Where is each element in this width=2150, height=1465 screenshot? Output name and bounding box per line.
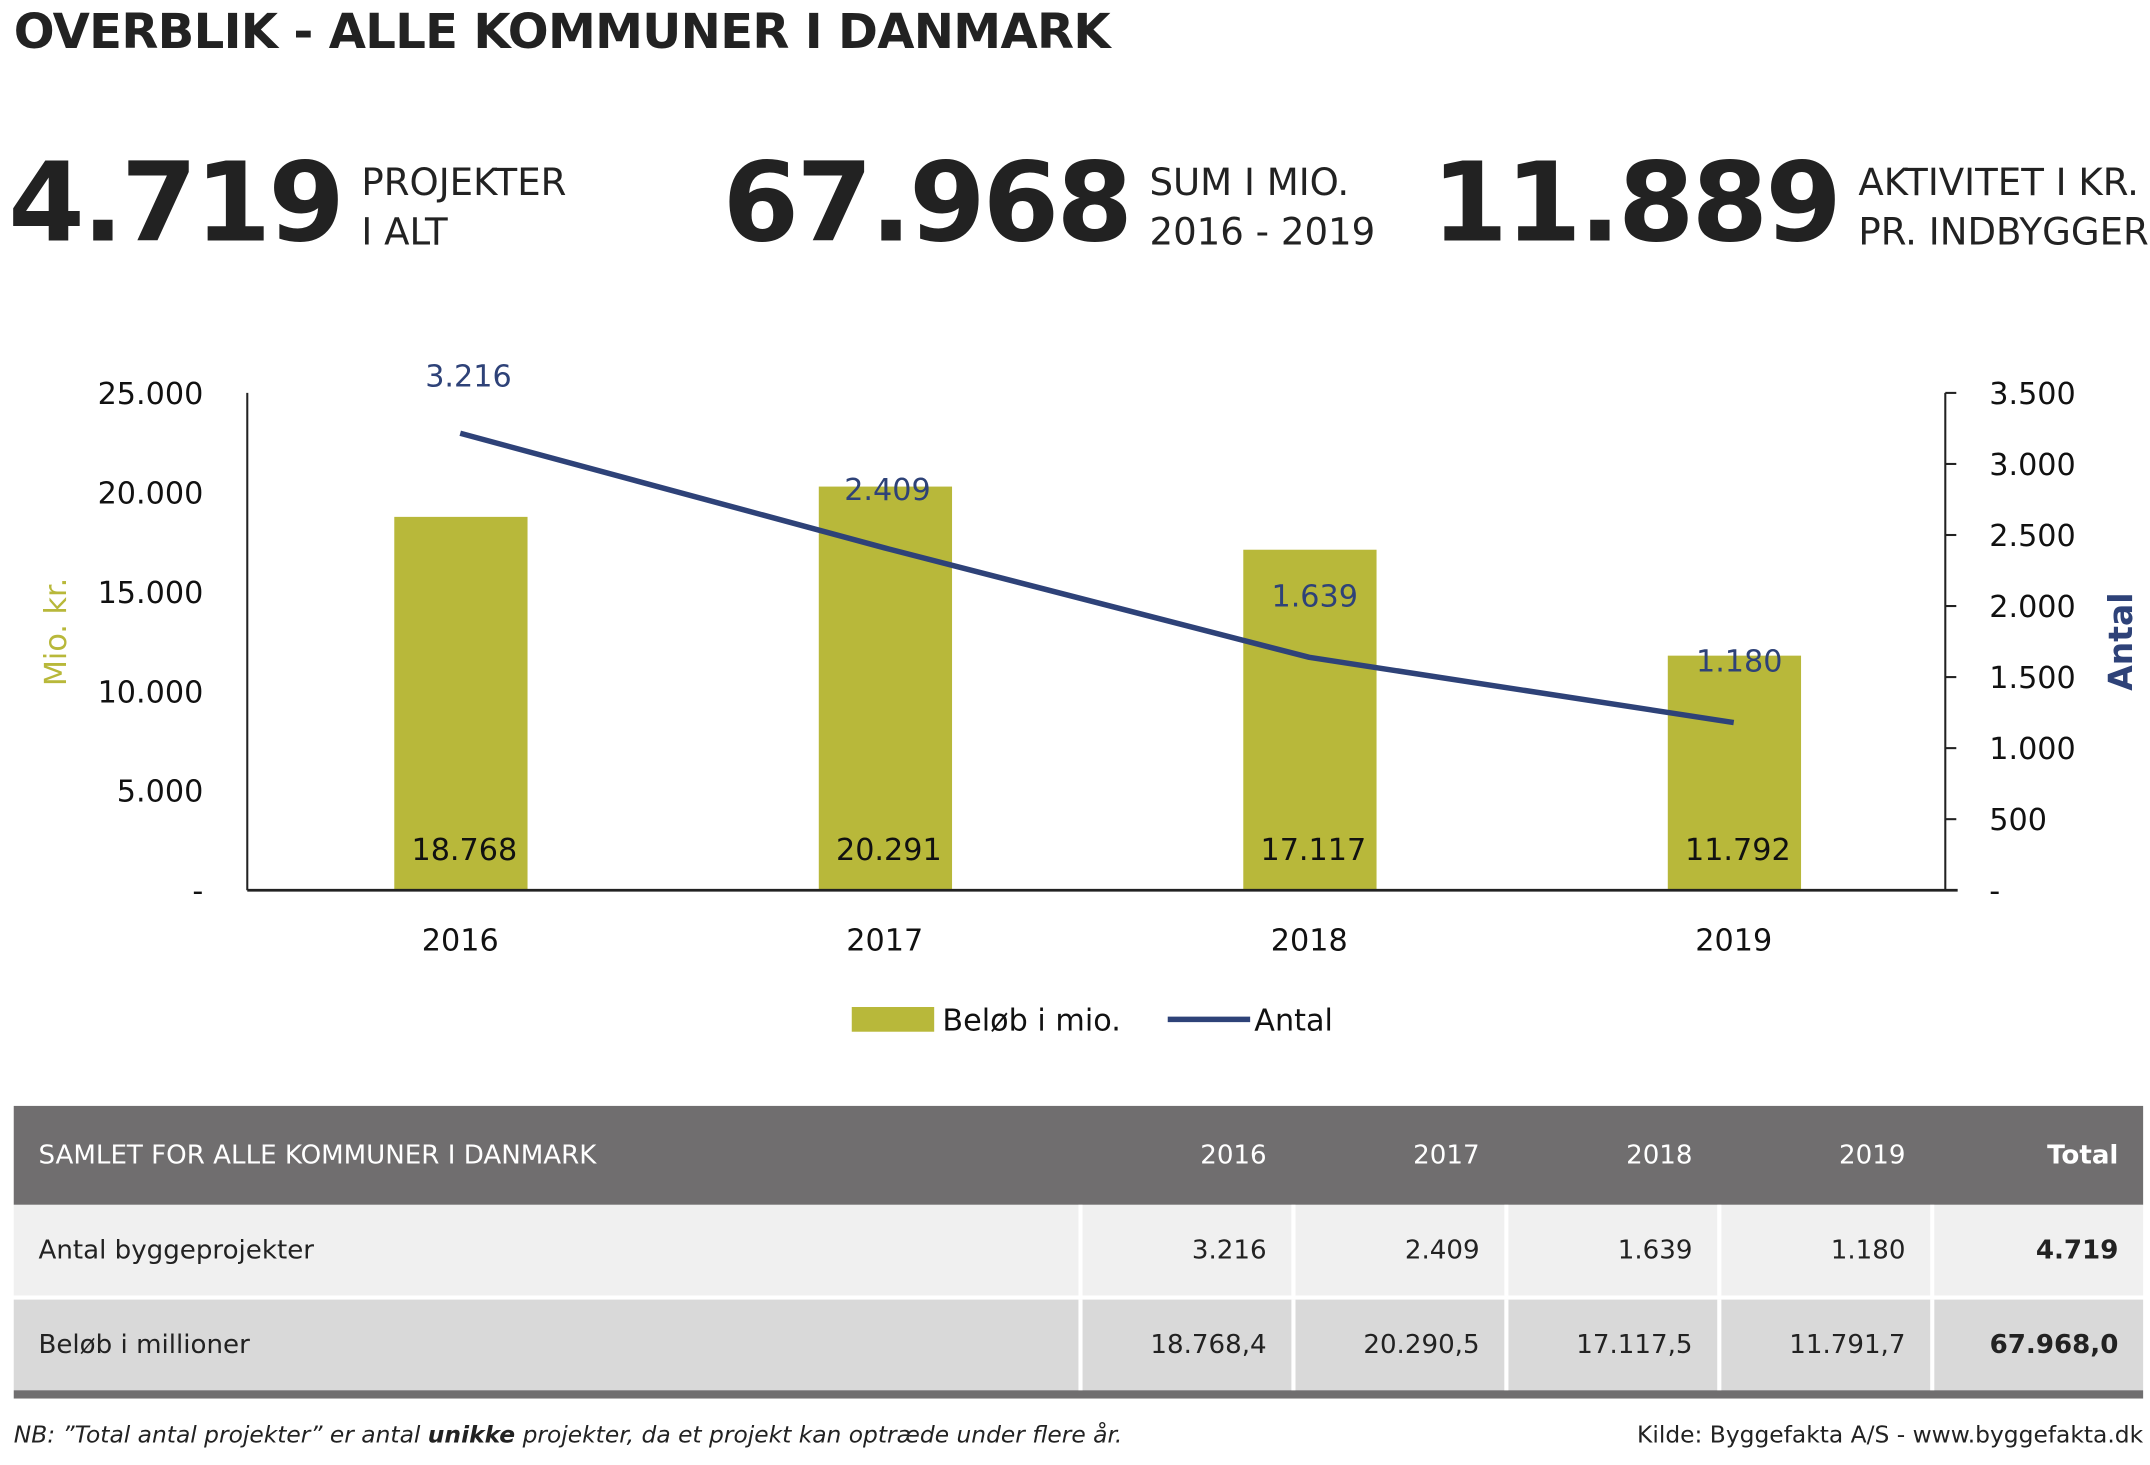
legend-bar-swatch bbox=[851, 1006, 935, 1032]
y-left-tick: 20.000 bbox=[98, 476, 204, 511]
cell-total: 4.719 bbox=[1930, 1204, 2143, 1296]
y-left-label: Mio. kr. bbox=[39, 578, 74, 686]
bar bbox=[1243, 549, 1377, 891]
note-text: projekter, da et projekt kan optræde und… bbox=[515, 1421, 1123, 1450]
footnote: NB: ”Total antal projekter” er antal uni… bbox=[14, 1422, 1123, 1449]
header-cell: 2019 bbox=[1839, 1140, 1906, 1171]
bar-label: 11.792 bbox=[1685, 833, 1791, 868]
bar bbox=[394, 516, 528, 891]
y-right-label: Antal bbox=[2101, 592, 2140, 690]
kpi-projects: 4.719 PROJEKTER I ALT bbox=[8, 148, 566, 258]
bar-label: 20.291 bbox=[836, 833, 942, 868]
x-tick: 2017 bbox=[846, 924, 923, 959]
line-label: 1.180 bbox=[1696, 645, 1783, 680]
cell: 1.180 bbox=[1717, 1204, 1930, 1296]
y-right-tick: 3.000 bbox=[1989, 448, 2076, 483]
summary-table: SAMLET FOR ALLE KOMMUNER I DANMARK 2016 … bbox=[13, 1105, 2144, 1399]
y-right-tick: 2.500 bbox=[1989, 519, 2076, 554]
y-right-tick: 500 bbox=[1989, 803, 2047, 838]
kpi-value: 67.968 bbox=[722, 138, 1133, 267]
kpi-sum: 67.968 SUM I MIO. 2016 - 2019 bbox=[723, 148, 1376, 258]
line-label: 2.409 bbox=[844, 473, 931, 508]
y-right-tick: 1.000 bbox=[1989, 732, 2076, 767]
cell: 2.409 bbox=[1291, 1204, 1504, 1296]
legend-label: Beløb i mio. bbox=[942, 1003, 1120, 1038]
y-left-tick: 5.000 bbox=[117, 775, 204, 810]
legend-label: Antal bbox=[1254, 1003, 1333, 1038]
table-row: Beløb i millioner 18.768,4 20.290,5 17.1… bbox=[13, 1299, 2144, 1391]
cell: 17.117,5 bbox=[1504, 1299, 1717, 1391]
note-text: NB: ”Total antal projekter” er antal bbox=[13, 1421, 428, 1450]
y-left-tick: 25.000 bbox=[98, 377, 204, 412]
kpi-label: 2016 - 2019 bbox=[1149, 211, 1376, 255]
row-label: Beløb i millioner bbox=[38, 1329, 250, 1361]
note-bold: unikke bbox=[427, 1421, 516, 1450]
table-header: SAMLET FOR ALLE KOMMUNER I DANMARK 2016 … bbox=[13, 1105, 2144, 1205]
cell: 1.639 bbox=[1504, 1204, 1717, 1296]
table-footer-bar bbox=[13, 1390, 2144, 1399]
combo-chart: 18.768 20.291 17.117 11.792 - 5.000 10.000 15.0… bbox=[39, 360, 2140, 1039]
cell: 3.216 bbox=[1078, 1204, 1291, 1296]
kpi-label: PR. INDBYGGER bbox=[1858, 211, 2149, 255]
kpi-value: 11.889 bbox=[1431, 138, 1841, 267]
x-tick: 2019 bbox=[1695, 924, 1772, 959]
header-cell: 2016 bbox=[1200, 1140, 1267, 1171]
y-left-tick: 15.000 bbox=[98, 576, 204, 611]
line-label: 1.639 bbox=[1271, 580, 1358, 615]
bar bbox=[1667, 655, 1802, 891]
y-right-tick: 2.000 bbox=[1989, 590, 2076, 625]
x-tick: 2018 bbox=[1271, 924, 1348, 959]
bar-label: 18.768 bbox=[411, 833, 517, 868]
page-title: OVERBLIK - ALLE KOMMUNER I DANMARK bbox=[13, 5, 1111, 61]
y-right-tick: 3.500 bbox=[1989, 377, 2076, 412]
y-right-tick: - bbox=[1989, 874, 2000, 909]
source: Kilde: Byggefakta A/S - www.byggefakta.d… bbox=[1637, 1421, 2144, 1450]
header-cell: 2018 bbox=[1626, 1140, 1693, 1171]
antal-line bbox=[459, 430, 1735, 726]
y-left-tick: 10.000 bbox=[98, 675, 204, 710]
cell: 20.290,5 bbox=[1291, 1299, 1504, 1391]
kpi-activity: 11.889 AKTIVITET I KR. PR. INDBYGGER bbox=[1431, 148, 2148, 258]
cell: 11.791,7 bbox=[1717, 1299, 1930, 1391]
bar-label: 17.117 bbox=[1260, 833, 1366, 868]
y-right-tick: 1.500 bbox=[1989, 661, 2076, 696]
cell-total: 67.968,0 bbox=[1930, 1299, 2143, 1391]
kpi-label: I ALT bbox=[361, 211, 448, 255]
table-row: Antal byggeprojekter 3.216 2.409 1.639 1… bbox=[13, 1204, 2144, 1296]
kpi-value: 4.719 bbox=[8, 138, 345, 267]
bar bbox=[818, 486, 953, 891]
header-cell: Total bbox=[2047, 1140, 2119, 1171]
line-label: 3.216 bbox=[425, 360, 512, 395]
header-cell: SAMLET FOR ALLE KOMMUNER I DANMARK bbox=[38, 1140, 597, 1171]
header-cell: 2017 bbox=[1413, 1140, 1480, 1171]
x-tick: 2016 bbox=[422, 924, 499, 959]
kpi-label: PROJEKTER bbox=[361, 162, 567, 205]
kpi-label: SUM I MIO. bbox=[1149, 162, 1350, 205]
y-left-tick: - bbox=[192, 874, 203, 909]
kpi-label: AKTIVITET I KR. bbox=[1858, 162, 2139, 205]
row-label: Antal byggeprojekter bbox=[38, 1235, 315, 1266]
cell: 18.768,4 bbox=[1078, 1299, 1291, 1391]
